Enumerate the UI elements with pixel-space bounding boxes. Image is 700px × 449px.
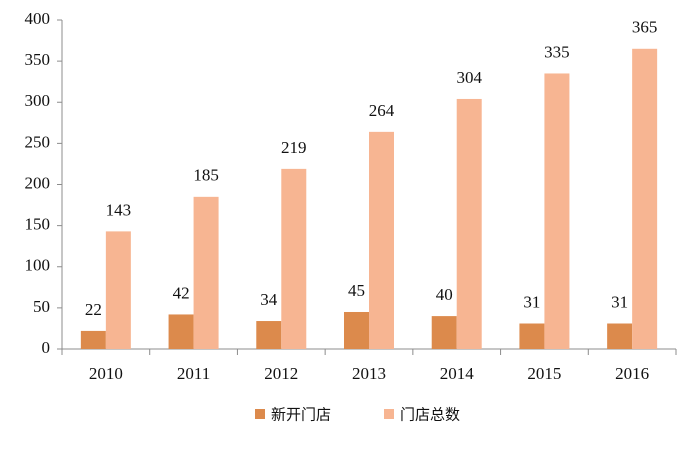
y-tick-label: 300 xyxy=(25,91,51,110)
data-label: 34 xyxy=(260,290,278,309)
legend-swatch xyxy=(384,409,394,419)
bar xyxy=(369,131,394,349)
x-tick-label: 2010 xyxy=(89,364,123,383)
x-tick-label: 2012 xyxy=(264,364,298,383)
y-tick-label: 200 xyxy=(25,173,51,192)
bar xyxy=(193,196,219,349)
bar xyxy=(168,314,194,349)
y-tick-label: 350 xyxy=(25,50,51,69)
data-label: 335 xyxy=(544,42,570,61)
bar xyxy=(281,168,307,349)
x-tick-label: 2014 xyxy=(440,364,475,383)
data-label: 304 xyxy=(456,68,482,87)
data-label: 45 xyxy=(348,281,365,300)
bar xyxy=(632,48,658,349)
bar xyxy=(456,98,482,350)
x-tick-label: 2016 xyxy=(615,364,649,383)
bar xyxy=(544,73,570,350)
y-tick-label: 150 xyxy=(25,215,51,234)
data-label: 31 xyxy=(611,292,628,311)
data-label: 185 xyxy=(193,166,219,185)
data-label: 31 xyxy=(523,292,540,311)
data-label: 264 xyxy=(369,101,395,120)
y-tick-label: 100 xyxy=(25,256,51,275)
x-tick-label: 2015 xyxy=(527,364,561,383)
data-label: 219 xyxy=(281,138,307,157)
bar xyxy=(256,321,282,349)
legend-label: 门店总数 xyxy=(400,406,460,424)
bar xyxy=(105,231,131,349)
bar xyxy=(80,330,106,349)
legend-label: 新开门店 xyxy=(271,406,331,424)
bar xyxy=(519,323,545,349)
y-tick-label: 250 xyxy=(25,132,51,151)
bar xyxy=(431,316,457,349)
legend-swatch xyxy=(255,409,265,419)
data-label: 40 xyxy=(436,285,453,304)
data-label: 143 xyxy=(106,200,132,219)
x-tick-label: 2011 xyxy=(177,364,210,383)
y-tick-label: 0 xyxy=(42,338,51,357)
y-tick-label: 50 xyxy=(33,297,50,316)
data-label: 42 xyxy=(173,283,190,302)
x-tick-label: 2013 xyxy=(352,364,386,383)
data-label: 365 xyxy=(632,18,658,37)
bar xyxy=(344,311,369,349)
data-label: 22 xyxy=(85,300,102,319)
bar xyxy=(607,323,633,349)
y-tick-label: 400 xyxy=(25,9,51,28)
